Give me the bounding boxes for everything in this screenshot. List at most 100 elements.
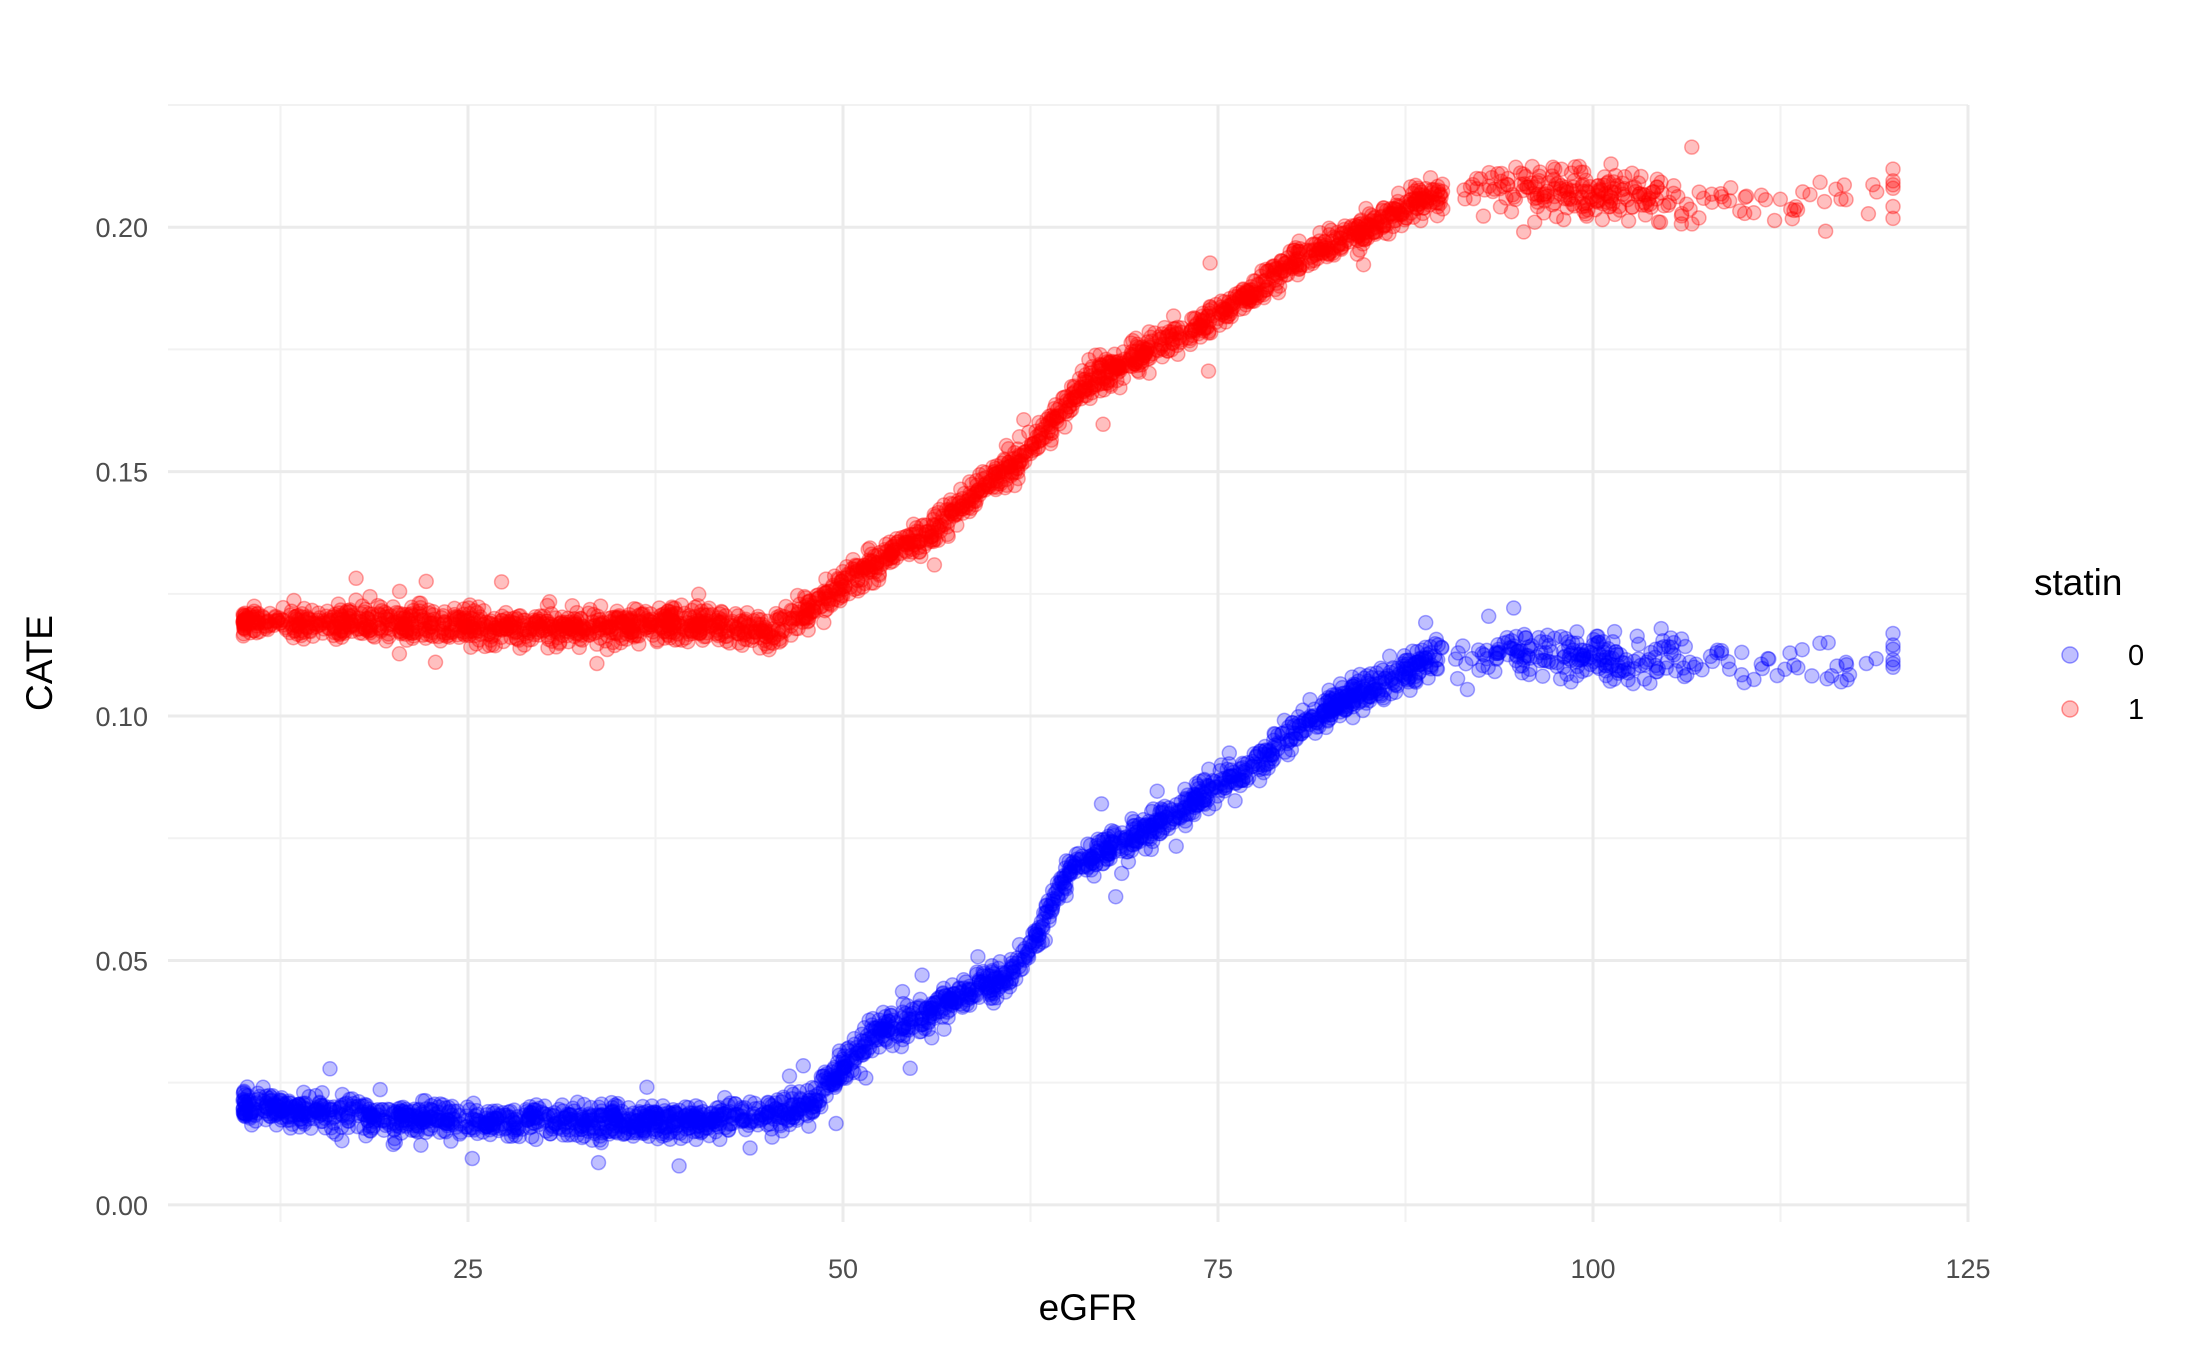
data-point <box>1373 660 1389 677</box>
data-point <box>1282 733 1298 749</box>
data-point <box>236 1094 253 1110</box>
data-point <box>1322 702 1339 719</box>
data-point <box>1515 224 1532 240</box>
data-point <box>875 1018 891 1034</box>
data-point <box>576 1115 592 1132</box>
data-point <box>1345 687 1362 704</box>
data-point <box>268 1117 285 1133</box>
data-point <box>828 1115 844 1132</box>
data-point <box>1365 680 1382 696</box>
data-point <box>804 1103 821 1119</box>
data-point <box>1274 725 1291 741</box>
data-point <box>604 1103 621 1119</box>
data-point <box>775 1089 792 1106</box>
data-point <box>589 655 605 672</box>
data-point <box>1149 783 1165 799</box>
data-point <box>1361 688 1378 704</box>
data-point <box>275 1103 291 1119</box>
data-point <box>971 973 988 990</box>
data-point <box>647 1110 663 1127</box>
data-point <box>1885 641 1901 657</box>
data-point <box>619 626 635 642</box>
data-point <box>312 615 329 632</box>
data-point <box>1090 831 1106 847</box>
data-point <box>1005 964 1021 980</box>
data-point <box>375 1101 391 1118</box>
data-point <box>1205 772 1221 789</box>
data-point <box>980 967 996 984</box>
data-point <box>940 1009 956 1026</box>
data-point <box>459 1119 475 1135</box>
data-point <box>848 1050 864 1066</box>
data-point <box>692 1122 709 1139</box>
data-point <box>408 1122 425 1139</box>
data-point <box>807 1095 824 1112</box>
data-point <box>1149 812 1166 828</box>
data-point <box>1574 663 1590 680</box>
data-point <box>880 1022 897 1039</box>
x-tick-label: 50 <box>828 1254 858 1284</box>
y-tick-label: 0.15 <box>95 458 148 488</box>
data-point <box>1360 688 1377 705</box>
data-point <box>291 1119 308 1135</box>
data-point <box>1428 631 1445 648</box>
data-point <box>636 1104 653 1121</box>
data-point <box>593 1106 610 1123</box>
data-point <box>552 1114 568 1130</box>
data-point <box>838 570 854 586</box>
data-point <box>282 1120 299 1136</box>
data-point <box>742 1140 758 1156</box>
data-point <box>385 1136 401 1153</box>
data-point <box>466 1122 482 1138</box>
data-point <box>660 1108 677 1125</box>
data-point <box>322 1061 338 1077</box>
data-point <box>467 1108 483 1124</box>
data-point <box>819 1074 835 1091</box>
data-point <box>573 1106 589 1123</box>
data-point <box>689 624 705 640</box>
data-point <box>1345 692 1362 709</box>
data-point <box>564 597 581 614</box>
data-point <box>387 1134 404 1151</box>
data-point <box>372 1081 388 1098</box>
data-point <box>632 1105 649 1121</box>
data-point <box>1428 660 1445 677</box>
data-point <box>737 1121 754 1138</box>
data-point <box>1093 796 1110 812</box>
data-point <box>1246 746 1262 762</box>
data-point <box>348 1099 365 1115</box>
data-point <box>691 1118 708 1134</box>
major-gridlines <box>168 105 1970 1222</box>
data-point <box>1144 833 1161 850</box>
data-point <box>1339 687 1355 704</box>
data-point <box>378 1117 394 1134</box>
data-point <box>653 1117 669 1134</box>
data-point <box>959 992 975 1008</box>
data-point <box>783 602 799 618</box>
data-point <box>914 967 930 983</box>
data-point <box>501 620 518 636</box>
data-point <box>1316 703 1332 719</box>
data-point <box>936 1021 952 1037</box>
data-point <box>1061 861 1077 878</box>
data-point <box>621 1120 637 1137</box>
data-point <box>1673 216 1690 232</box>
data-point <box>1099 851 1116 868</box>
data-point <box>1260 760 1276 776</box>
data-point <box>422 1109 439 1125</box>
data-point <box>295 631 312 647</box>
data-point <box>850 1042 866 1058</box>
series-0-points <box>235 600 1901 1174</box>
data-point <box>863 1023 879 1039</box>
data-point <box>636 1110 653 1127</box>
data-point <box>261 1087 278 1104</box>
data-point <box>1812 174 1828 191</box>
data-point <box>529 1109 545 1126</box>
data-point <box>1190 780 1207 797</box>
data-point <box>1107 888 1124 905</box>
data-point <box>1206 796 1223 812</box>
data-point <box>1295 715 1311 731</box>
data-point <box>607 1107 623 1123</box>
data-point <box>875 1004 892 1021</box>
data-point <box>524 1128 540 1145</box>
